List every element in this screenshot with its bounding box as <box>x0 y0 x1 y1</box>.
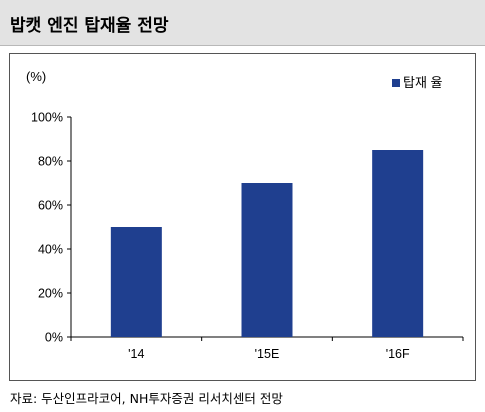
x-tick-label: '16F <box>386 347 410 361</box>
x-tick-label: '14 <box>128 347 144 361</box>
page-title: 밥캣 엔진 탑재율 전망 <box>10 16 169 36</box>
y-unit-label: (%) <box>26 69 46 84</box>
chart-frame: (%) 탑재 율 0% 20% 40% 60% 80% 100% '14 '15E '16F <box>9 53 476 381</box>
bar <box>110 227 162 337</box>
y-tick-label: 80% <box>38 155 63 169</box>
y-tick-label: 40% <box>38 243 63 257</box>
legend: 탑재 율 <box>392 75 443 90</box>
bar-chart: (%) 탑재 율 0% 20% 40% 60% 80% 100% '14 '15E '16F <box>26 69 464 361</box>
bar <box>372 150 424 337</box>
source-note: 자료: 두산인프라코어, NH투자증권 리서치센터 전망 <box>10 391 283 406</box>
x-tick-labels: '14 '15E '16F <box>128 347 410 361</box>
bar <box>241 183 293 337</box>
legend-label: 탑재 율 <box>403 75 443 90</box>
title-bar: 밥캣 엔진 탑재율 전망 <box>0 0 485 46</box>
y-tick-label: 20% <box>38 287 63 301</box>
y-tick-label: 60% <box>38 199 63 213</box>
x-tick-label: '15E <box>255 347 280 361</box>
y-tick-label: 0% <box>45 331 63 345</box>
legend-swatch <box>392 79 400 87</box>
y-tick-label: 100% <box>31 111 63 125</box>
bars <box>110 150 424 337</box>
y-tick-labels: 0% 20% 40% 60% 80% 100% <box>31 111 63 345</box>
